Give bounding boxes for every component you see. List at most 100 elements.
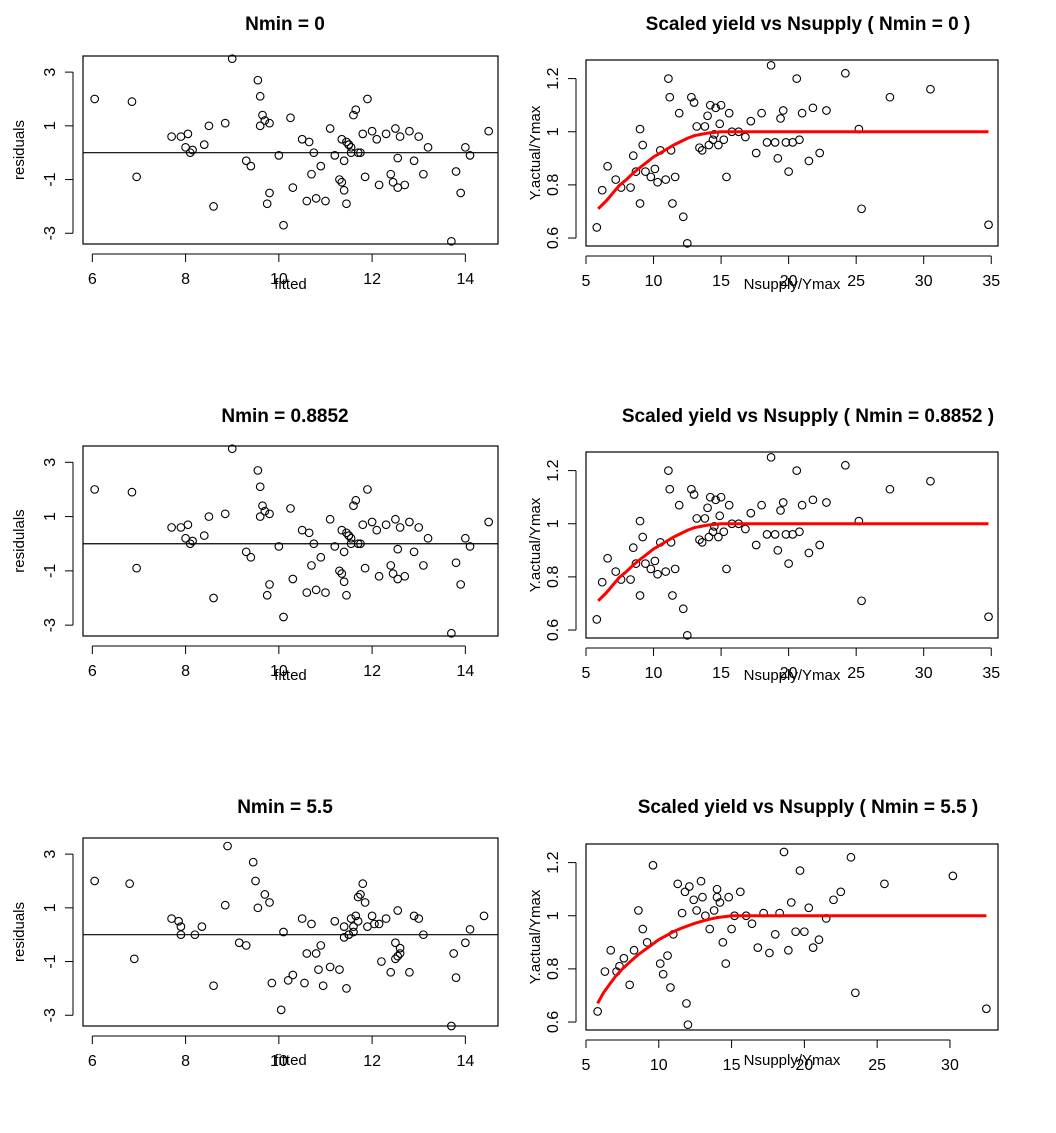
data-point	[337, 569, 347, 578]
data-point	[353, 539, 363, 549]
data-point	[255, 91, 265, 101]
chart-title: Nmin = 0.8852	[221, 406, 348, 427]
data-point	[386, 169, 396, 179]
data-point	[451, 558, 461, 568]
data-point	[641, 167, 650, 176]
data-point	[465, 542, 475, 551]
chart-title: Nmin = 5.5	[237, 797, 333, 818]
data-point	[646, 564, 656, 574]
data-point	[316, 941, 326, 950]
y-axis-label: Y.actual/Ymax	[527, 889, 544, 984]
data-point	[804, 156, 814, 166]
data-point	[405, 517, 414, 527]
plot-frame	[82, 837, 499, 1027]
x-tick-label: 30	[941, 1057, 959, 1074]
x-tick-label: 20	[780, 273, 798, 290]
data-point	[715, 511, 725, 521]
data-point	[678, 604, 688, 614]
x-tick-label: 12	[363, 271, 381, 288]
data-point	[746, 116, 756, 126]
data-point	[650, 556, 660, 566]
data-point	[227, 444, 237, 454]
data-point	[342, 528, 351, 538]
x-tick-label: 10	[270, 271, 288, 288]
data-point	[337, 177, 347, 187]
data-point	[367, 911, 377, 921]
data-point	[770, 530, 780, 539]
data-point	[381, 129, 391, 139]
data-point	[288, 183, 298, 192]
data-point	[778, 498, 788, 507]
y-axis-label: residuals	[11, 902, 28, 962]
data-point	[449, 949, 459, 958]
data-point	[628, 543, 638, 553]
data-point	[703, 503, 712, 513]
data-point	[698, 892, 707, 902]
x-tick-label: 5	[582, 273, 591, 290]
data-point	[766, 60, 776, 70]
data-point	[592, 615, 602, 624]
data-point	[302, 949, 312, 958]
data-point	[635, 124, 645, 134]
data-point	[682, 238, 692, 248]
data-point	[253, 903, 263, 913]
data-point	[808, 943, 818, 952]
data-point	[167, 523, 176, 532]
data-point	[265, 188, 274, 198]
data-point	[709, 130, 719, 139]
data-point	[465, 151, 475, 160]
data-point	[724, 892, 734, 902]
data-point	[984, 612, 993, 622]
data-point	[265, 118, 274, 128]
data-point	[209, 593, 218, 603]
data-point	[829, 895, 838, 905]
data-point	[714, 140, 723, 150]
data-point	[358, 520, 368, 530]
data-point	[253, 75, 263, 85]
data-point	[363, 94, 372, 104]
data-point	[689, 895, 699, 905]
data-point	[773, 153, 783, 163]
chart-title: Scaled yield vs Nsupply ( Nmin = 5.5 )	[638, 797, 979, 818]
fitted-curve	[597, 130, 989, 210]
data-point	[370, 919, 379, 929]
data-point	[409, 547, 419, 557]
data-point	[695, 535, 704, 545]
data-point	[372, 525, 382, 535]
data-point	[335, 566, 344, 576]
data-point	[419, 169, 428, 179]
data-point	[304, 528, 314, 538]
data-point	[692, 122, 702, 131]
data-point	[346, 148, 356, 158]
data-point	[792, 74, 802, 83]
data-point	[648, 860, 658, 870]
data-point	[592, 223, 602, 232]
data-point	[700, 514, 710, 523]
data-point	[325, 962, 335, 972]
data-point	[638, 140, 648, 150]
x-tick-label: 35	[982, 665, 1000, 682]
data-point	[635, 591, 645, 600]
x-axis-label: fitted	[274, 1052, 307, 1069]
data-point	[393, 951, 403, 961]
data-point	[353, 892, 363, 902]
data-point	[606, 945, 616, 955]
data-point	[330, 151, 340, 160]
data-point	[255, 482, 265, 492]
x-tick-label: 10	[645, 665, 663, 682]
y-tick-label: 0.8	[545, 566, 562, 588]
data-point	[183, 129, 193, 139]
data-point	[262, 590, 272, 600]
data-point	[705, 100, 715, 110]
x-tick-label: 20	[795, 1057, 813, 1074]
data-point	[356, 148, 365, 158]
data-point	[682, 630, 692, 640]
data-point	[325, 124, 335, 133]
data-point	[367, 517, 377, 527]
data-point	[670, 172, 680, 182]
data-point	[677, 908, 687, 918]
data-point	[804, 903, 814, 913]
data-point	[253, 466, 263, 475]
data-point	[358, 129, 368, 139]
data-point	[90, 94, 100, 104]
